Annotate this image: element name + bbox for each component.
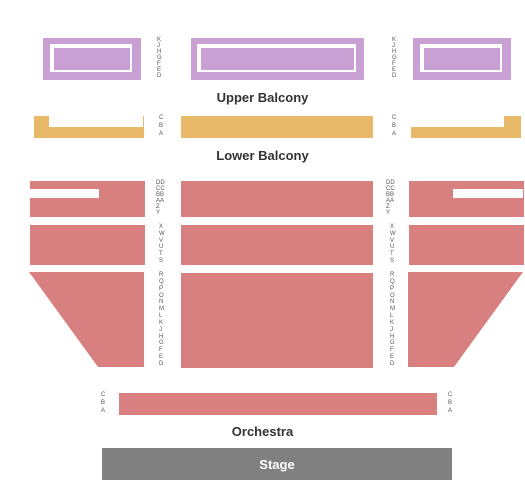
- orchestra-top-center[interactable]: [180, 180, 374, 218]
- upper-balcony-left-inner[interactable]: [53, 47, 131, 71]
- orchestra-rows-bot-left: RQPONMLKJHGFED: [159, 272, 164, 367]
- lower-balcony-label: Lower Balcony: [0, 148, 525, 163]
- orchestra-bot-left[interactable]: [29, 272, 144, 367]
- orchestra-top-right[interactable]: [408, 180, 525, 218]
- lower-balcony-center[interactable]: [180, 115, 374, 139]
- orchestra-bot-right[interactable]: [408, 272, 523, 367]
- upper-balcony-label: Upper Balcony: [0, 90, 525, 105]
- stage: Stage: [102, 448, 452, 480]
- orchestra-rows-bot-right: RQPONMLKJHGFED: [390, 272, 395, 367]
- orchestra-label: Orchestra: [0, 424, 525, 439]
- seating-chart: KJHGFED KJHGFED Upper Balcony CBA CBA Lo…: [0, 0, 525, 500]
- lower-balcony-rows-left: CBA: [159, 115, 163, 137]
- upper-balcony-rows-left: KJHGFED: [157, 37, 162, 79]
- orchestra-front-center[interactable]: [118, 392, 438, 416]
- orchestra-bot-center[interactable]: [180, 272, 374, 369]
- orchestra-rows-top-right: DDCCBBAAZY: [386, 180, 395, 216]
- stage-label: Stage: [259, 457, 294, 472]
- orchestra-top-left[interactable]: [29, 180, 146, 218]
- orchestra-mid-center[interactable]: [180, 224, 374, 266]
- orchestra-rows-top-left: DDCCBBAAZY: [156, 180, 165, 216]
- upper-balcony-center-inner[interactable]: [200, 47, 355, 71]
- orchestra-rows-mid-left: XWVUTS: [159, 224, 165, 264]
- orchestra-rows-front-right: CBA: [448, 392, 452, 414]
- orchestra-mid-right[interactable]: [408, 224, 525, 266]
- orchestra-rows-mid-right: XWVUTS: [390, 224, 396, 264]
- orchestra-mid-left[interactable]: [29, 224, 146, 266]
- orchestra-rows-front-left: CBA: [101, 392, 105, 414]
- lower-balcony-rows-right: CBA: [392, 115, 396, 137]
- upper-balcony-rows-right: KJHGFED: [392, 37, 397, 79]
- upper-balcony-right-inner[interactable]: [423, 47, 501, 71]
